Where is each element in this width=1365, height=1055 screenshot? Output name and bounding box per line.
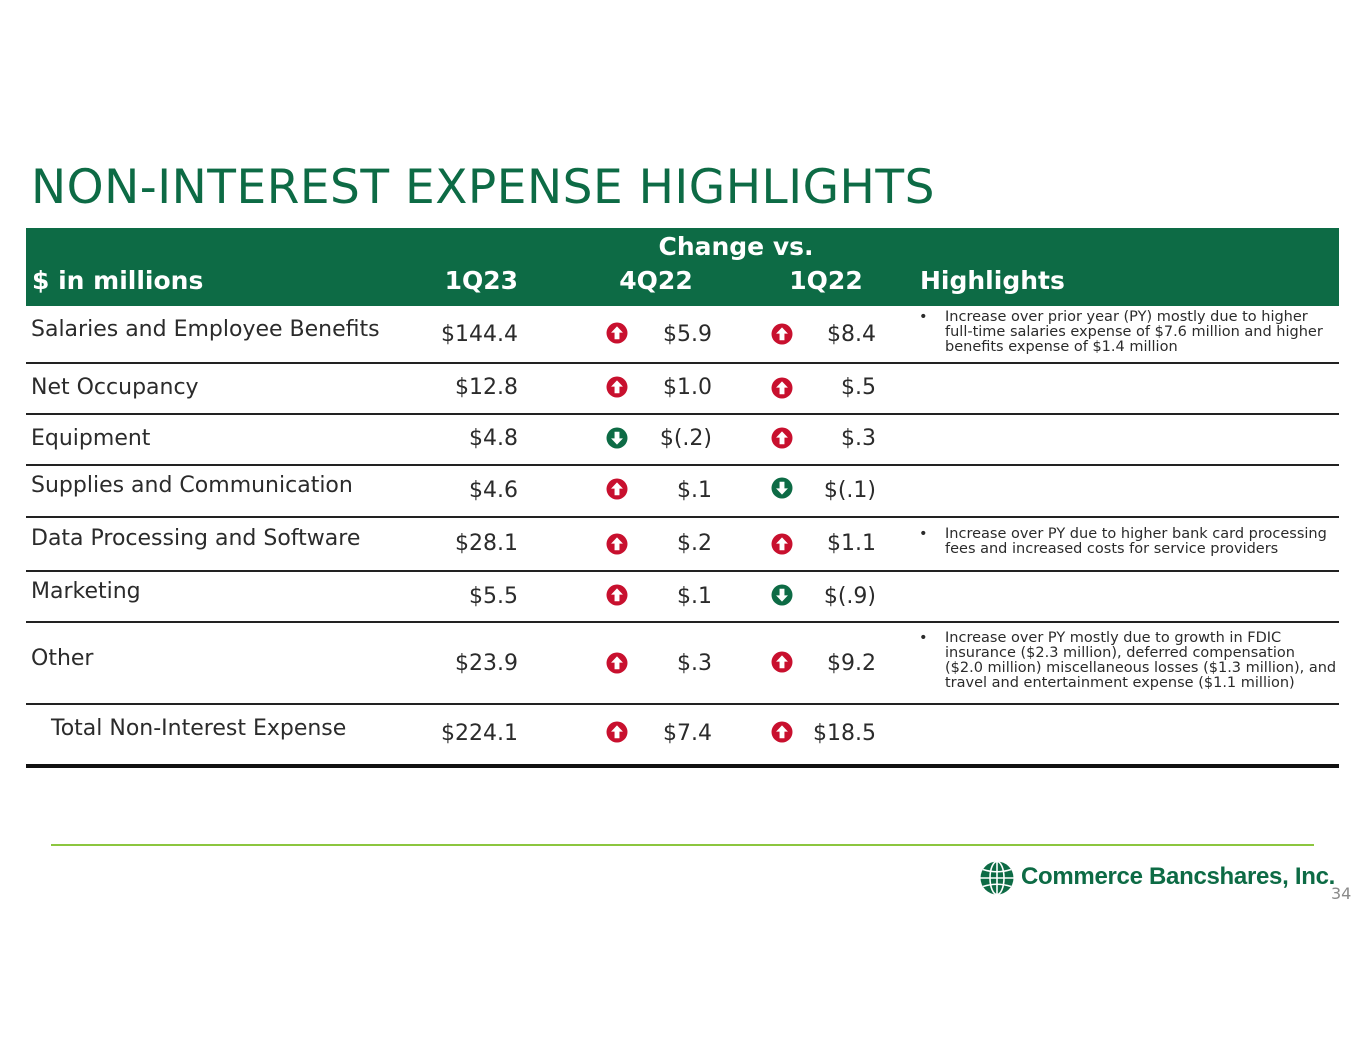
change-4q22: $5.9 (663, 322, 712, 347)
arrow-up-icon (606, 478, 628, 500)
row-label: Equipment (31, 426, 151, 451)
arrow-up-icon (606, 721, 628, 743)
table-row: Equipment $4.8 $(.2) $.3 (26, 415, 1339, 466)
value-1q23: $5.5 (469, 584, 518, 609)
arrow-up-icon (606, 376, 628, 398)
highlight-body: Increase over PY due to higher bank card… (945, 526, 1327, 557)
change-1q22: $1.1 (827, 531, 876, 556)
arrow-up-icon (606, 533, 628, 555)
change-4q22: $.3 (677, 651, 712, 676)
table-row: Marketing $5.5 $.1 $(.9) (26, 572, 1339, 623)
bullet: • (919, 526, 928, 542)
row-label: Data Processing and Software (31, 526, 361, 551)
highlight-body: Increase over prior year (PY) mostly due… (945, 309, 1323, 355)
table-row: Net Occupancy $12.8 $1.0 $.5 (26, 364, 1339, 415)
value-1q23: $12.8 (455, 375, 518, 400)
change-4q22: $.2 (677, 531, 712, 556)
arrow-down-icon (771, 477, 793, 499)
change-4q22: $1.0 (663, 375, 712, 400)
arrow-up-icon (606, 322, 628, 344)
highlight-body: Increase over PY mostly due to growth in… (945, 630, 1337, 691)
row-label: Salaries and Employee Benefits (31, 317, 380, 342)
change-1q22: $18.5 (813, 721, 876, 746)
change-1q22: $8.4 (827, 322, 876, 347)
bullet: • (919, 630, 928, 646)
value-1q23: $23.9 (455, 651, 518, 676)
row-label: Net Occupancy (31, 375, 199, 400)
row-label: Marketing (31, 579, 141, 604)
row-label: Supplies and Communication (31, 473, 353, 498)
table-row: Supplies and Communication $4.6 $.1 $(.1… (26, 466, 1339, 518)
change-1q22: $.5 (841, 375, 876, 400)
change-4q22: $.1 (677, 584, 712, 609)
arrow-up-icon (771, 533, 793, 555)
change-1q22: $(.1) (823, 478, 876, 503)
logo-text: Commerce Bancshares, Inc. (1021, 863, 1335, 890)
bullet: • (919, 309, 928, 325)
row-label: Total Non-Interest Expense (51, 716, 347, 741)
arrow-up-icon (606, 584, 628, 606)
highlight-text: • Increase over PY due to higher bank ca… (919, 527, 1337, 557)
change-1q22: $(.9) (823, 584, 876, 609)
table-row: Other $23.9 $.3 $9.2 • Increase over PY … (26, 623, 1339, 705)
arrow-up-icon (606, 652, 628, 674)
header-1q22: 1Q22 (789, 266, 863, 295)
header-1q23: 1Q23 (444, 266, 518, 295)
table-header: Change vs. $ in millions 1Q23 4Q22 1Q22 … (26, 228, 1339, 306)
expense-table: Change vs. $ in millions 1Q23 4Q22 1Q22 … (26, 228, 1339, 768)
arrow-up-icon (771, 651, 793, 673)
value-1q23: $224.1 (441, 721, 518, 746)
page-number: 34 (1331, 884, 1352, 903)
change-vs-header: Change vs. (658, 232, 814, 261)
value-1q23: $4.6 (469, 478, 518, 503)
table-row: Salaries and Employee Benefits $144.4 $5… (26, 306, 1339, 364)
arrow-down-icon (606, 427, 628, 449)
header-4q22: 4Q22 (619, 266, 693, 295)
change-4q22: $(.2) (659, 426, 712, 451)
highlight-text: • Increase over PY mostly due to growth … (919, 631, 1337, 691)
header-highlights: Highlights (920, 266, 1065, 295)
arrow-down-icon (771, 584, 793, 606)
arrow-up-icon (771, 323, 793, 345)
arrow-up-icon (771, 427, 793, 449)
value-1q23: $28.1 (455, 531, 518, 556)
arrow-up-icon (771, 721, 793, 743)
value-1q23: $144.4 (441, 322, 518, 347)
change-4q22: $7.4 (663, 721, 712, 746)
page-title: NON-INTEREST EXPENSE HIGHLIGHTS (31, 160, 935, 215)
row-label: Other (31, 646, 94, 671)
highlight-text: • Increase over prior year (PY) mostly d… (919, 310, 1337, 355)
change-1q22: $.3 (841, 426, 876, 451)
change-1q22: $9.2 (827, 651, 876, 676)
globe-icon (980, 860, 1014, 896)
total-row: Total Non-Interest Expense $224.1 $7.4 $… (26, 705, 1339, 768)
table-row: Data Processing and Software $28.1 $.2 $… (26, 518, 1339, 572)
footer-divider (51, 844, 1314, 846)
change-4q22: $.1 (677, 478, 712, 503)
header-label: $ in millions (32, 266, 204, 295)
value-1q23: $4.8 (469, 426, 518, 451)
arrow-up-icon (771, 377, 793, 399)
company-logo: Commerce Bancshares, Inc. (979, 860, 1335, 898)
